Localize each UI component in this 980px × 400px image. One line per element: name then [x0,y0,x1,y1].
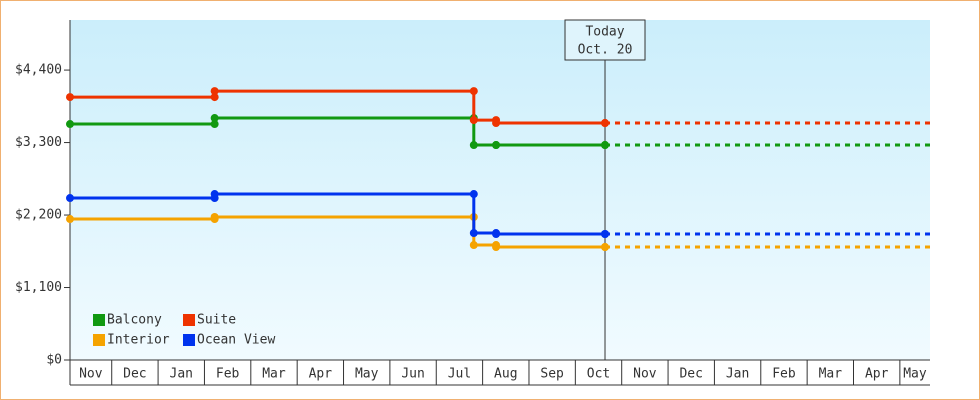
marker [66,120,74,129]
legend-swatch [183,334,195,346]
x-tick-label: Mar [819,367,843,382]
marker [66,93,74,102]
legend-swatch [93,314,105,326]
y-tick-label: $1,100 [15,280,62,295]
marker [469,229,478,238]
legend-label: Interior [107,333,170,348]
marker [601,230,610,239]
x-tick-label: Apr [865,367,889,382]
legend-swatch [93,334,105,346]
marker [469,241,478,250]
x-tick-label: Dec [123,367,146,382]
x-tick-label: Mar [262,367,286,382]
marker [469,116,478,125]
marker [210,190,219,199]
x-tick-label: Jan [170,367,193,382]
today-label: Oct. 20 [578,43,633,58]
x-tick-label: May [903,367,927,382]
marker [492,141,501,150]
today-box [564,19,646,61]
x-tick-label: Nov [633,367,657,382]
marker [469,190,478,199]
x-tick-label: Oct [587,367,610,382]
marker [601,141,610,150]
y-tick-label: $3,300 [15,135,62,150]
marker [210,213,219,222]
marker [601,243,610,252]
marker [492,119,501,128]
x-tick-label: Apr [309,367,333,382]
legend-swatch [183,314,195,326]
marker [210,114,219,123]
legend-label: Ocean View [197,333,275,348]
marker [469,141,478,150]
x-tick-label: Sep [540,367,564,382]
legend-label: Balcony [107,313,162,328]
x-tick-label: May [355,367,379,382]
x-tick-label: Jan [726,367,749,382]
x-tick-label: Nov [79,367,103,382]
y-tick-label: $4,400 [15,63,62,78]
marker [601,119,610,128]
x-tick-label: Jun [401,367,424,382]
plot-area [70,20,930,360]
marker [492,243,501,252]
today-label: Today [585,25,624,40]
marker [469,87,478,96]
y-tick-label: $2,200 [15,208,62,223]
legend-label: Suite [197,313,236,328]
marker [210,120,219,129]
marker [492,230,501,239]
marker [66,194,74,203]
x-tick-label: Aug [494,367,517,382]
x-tick-label: Dec [679,367,702,382]
x-tick-label: Jul [448,367,471,382]
marker [210,93,219,102]
x-tick-label: Feb [216,367,240,382]
y-tick-label: $0 [46,353,62,368]
marker [66,215,74,224]
marker [210,87,219,96]
x-tick-label: Feb [772,367,796,382]
